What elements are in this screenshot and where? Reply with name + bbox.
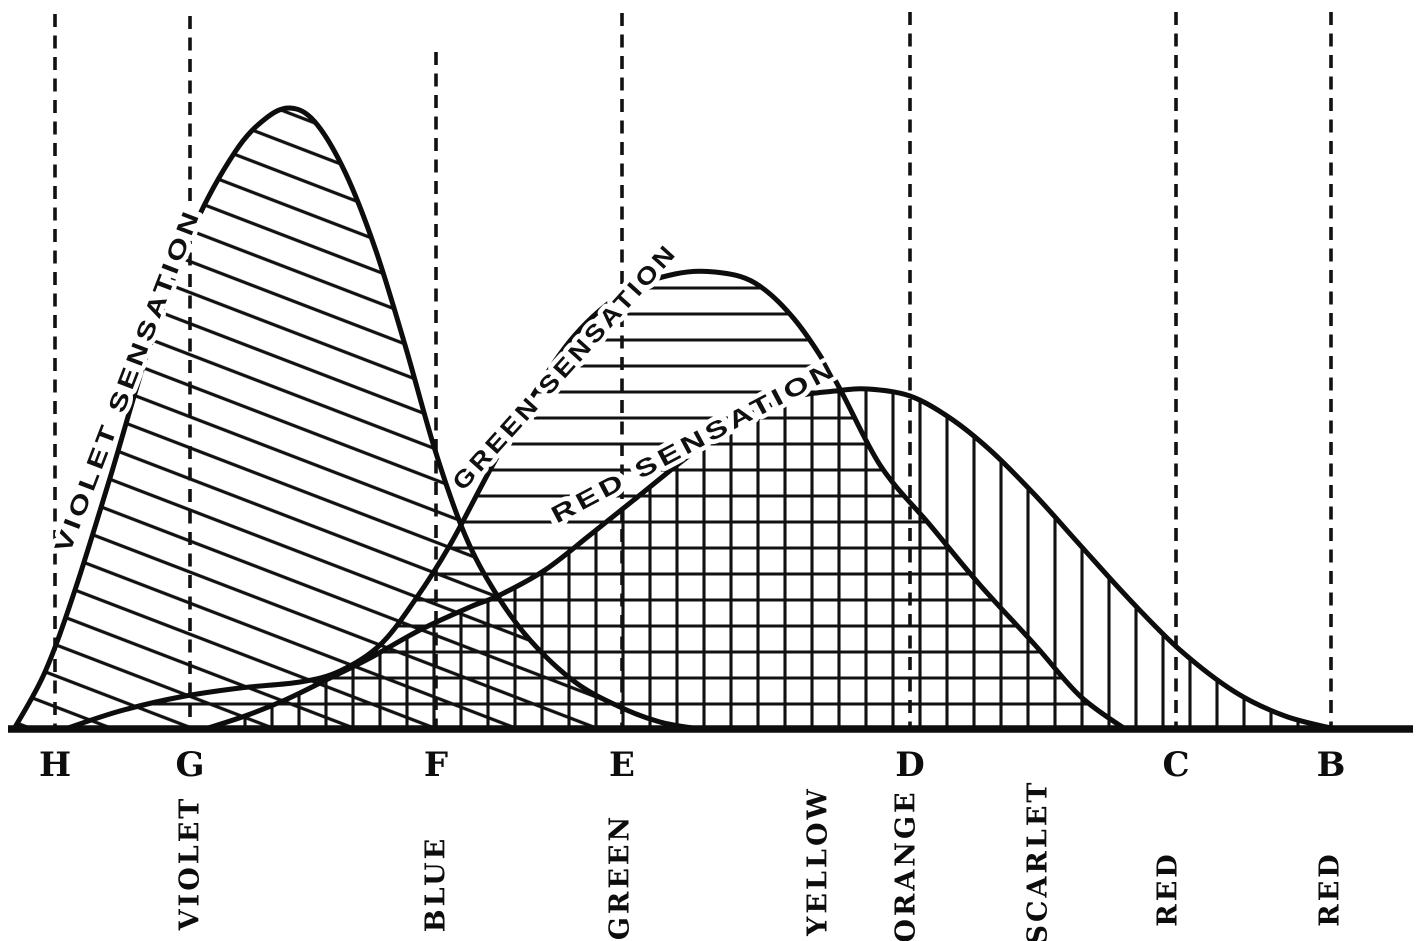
violet-sensation-curve — [11, 105, 703, 732]
dashed-lines-layer — [53, 12, 1333, 729]
spectral-line-label-E: E — [609, 745, 635, 785]
spectral-line-label-F: F — [424, 745, 448, 785]
violet-sensation-area — [14, 107, 700, 730]
curves-layer — [11, 105, 1338, 732]
band-labels-layer: VIOLET BLUE GREEN YELLOW ORANGE SCARLET RED RED — [175, 779, 1346, 941]
spectral-line-label-H: H — [39, 745, 71, 785]
areas-layer — [14, 107, 1335, 730]
spectral-line-label-C: C — [1162, 745, 1189, 785]
color-band-label-violet-0: VIOLET — [175, 796, 206, 932]
red-sensation-curve — [202, 386, 1338, 732]
color-band-label-red-7: RED — [1315, 851, 1346, 926]
color-band-label-scarlet-5: SCARLET — [1023, 779, 1054, 941]
spectral-line-label-D: D — [895, 745, 924, 785]
red-sensation-area — [205, 388, 1335, 729]
spectral-line-label-G: G — [175, 745, 204, 785]
color-band-label-orange-4: ORANGE — [891, 789, 922, 941]
color-band-label-yellow-3: YELLOW — [803, 786, 834, 937]
color-band-label-green-2: GREEN — [605, 814, 636, 940]
green-sensation-curve — [62, 268, 1128, 732]
spectral-line-label-B: B — [1317, 745, 1346, 785]
color-band-label-red-6: RED — [1153, 851, 1184, 926]
color-band-label-blue-1: BLUE — [421, 836, 452, 932]
